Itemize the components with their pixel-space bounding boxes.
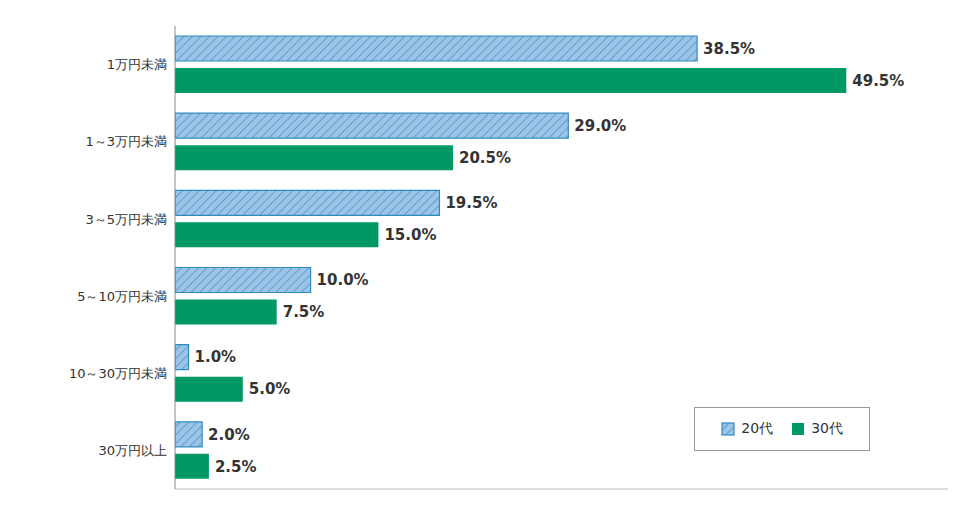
svg-text:5～10万円未満: 5～10万円未満 <box>77 289 167 304</box>
svg-text:1～3万円未満: 1～3万円未満 <box>85 134 167 149</box>
svg-text:20.5%: 20.5% <box>459 149 511 167</box>
svg-text:29.0%: 29.0% <box>574 117 626 135</box>
svg-text:2.0%: 2.0% <box>208 426 250 444</box>
svg-text:38.5%: 38.5% <box>703 40 755 58</box>
svg-text:15.0%: 15.0% <box>384 226 436 244</box>
html-text:20代: 20代 <box>741 420 774 436</box>
svg-text:3～5万円未満: 3～5万円未満 <box>85 212 167 227</box>
svg-text:10.0%: 10.0% <box>317 271 369 289</box>
svg-text:5.0%: 5.0% <box>249 380 291 398</box>
svg-text:2.5%: 2.5% <box>215 458 257 476</box>
svg-text:49.5%: 49.5% <box>852 72 904 90</box>
svg-text:10～30万円未満: 10～30万円未満 <box>69 366 167 381</box>
svg-text:1.0%: 1.0% <box>195 348 237 366</box>
svg-text:30万円以上: 30万円以上 <box>98 443 167 458</box>
svg-text:7.5%: 7.5% <box>283 303 325 321</box>
svg-text:19.5%: 19.5% <box>445 194 497 212</box>
html-text:30代: 30代 <box>811 420 843 436</box>
svg-text:1万円未満: 1万円未満 <box>107 57 167 72</box>
